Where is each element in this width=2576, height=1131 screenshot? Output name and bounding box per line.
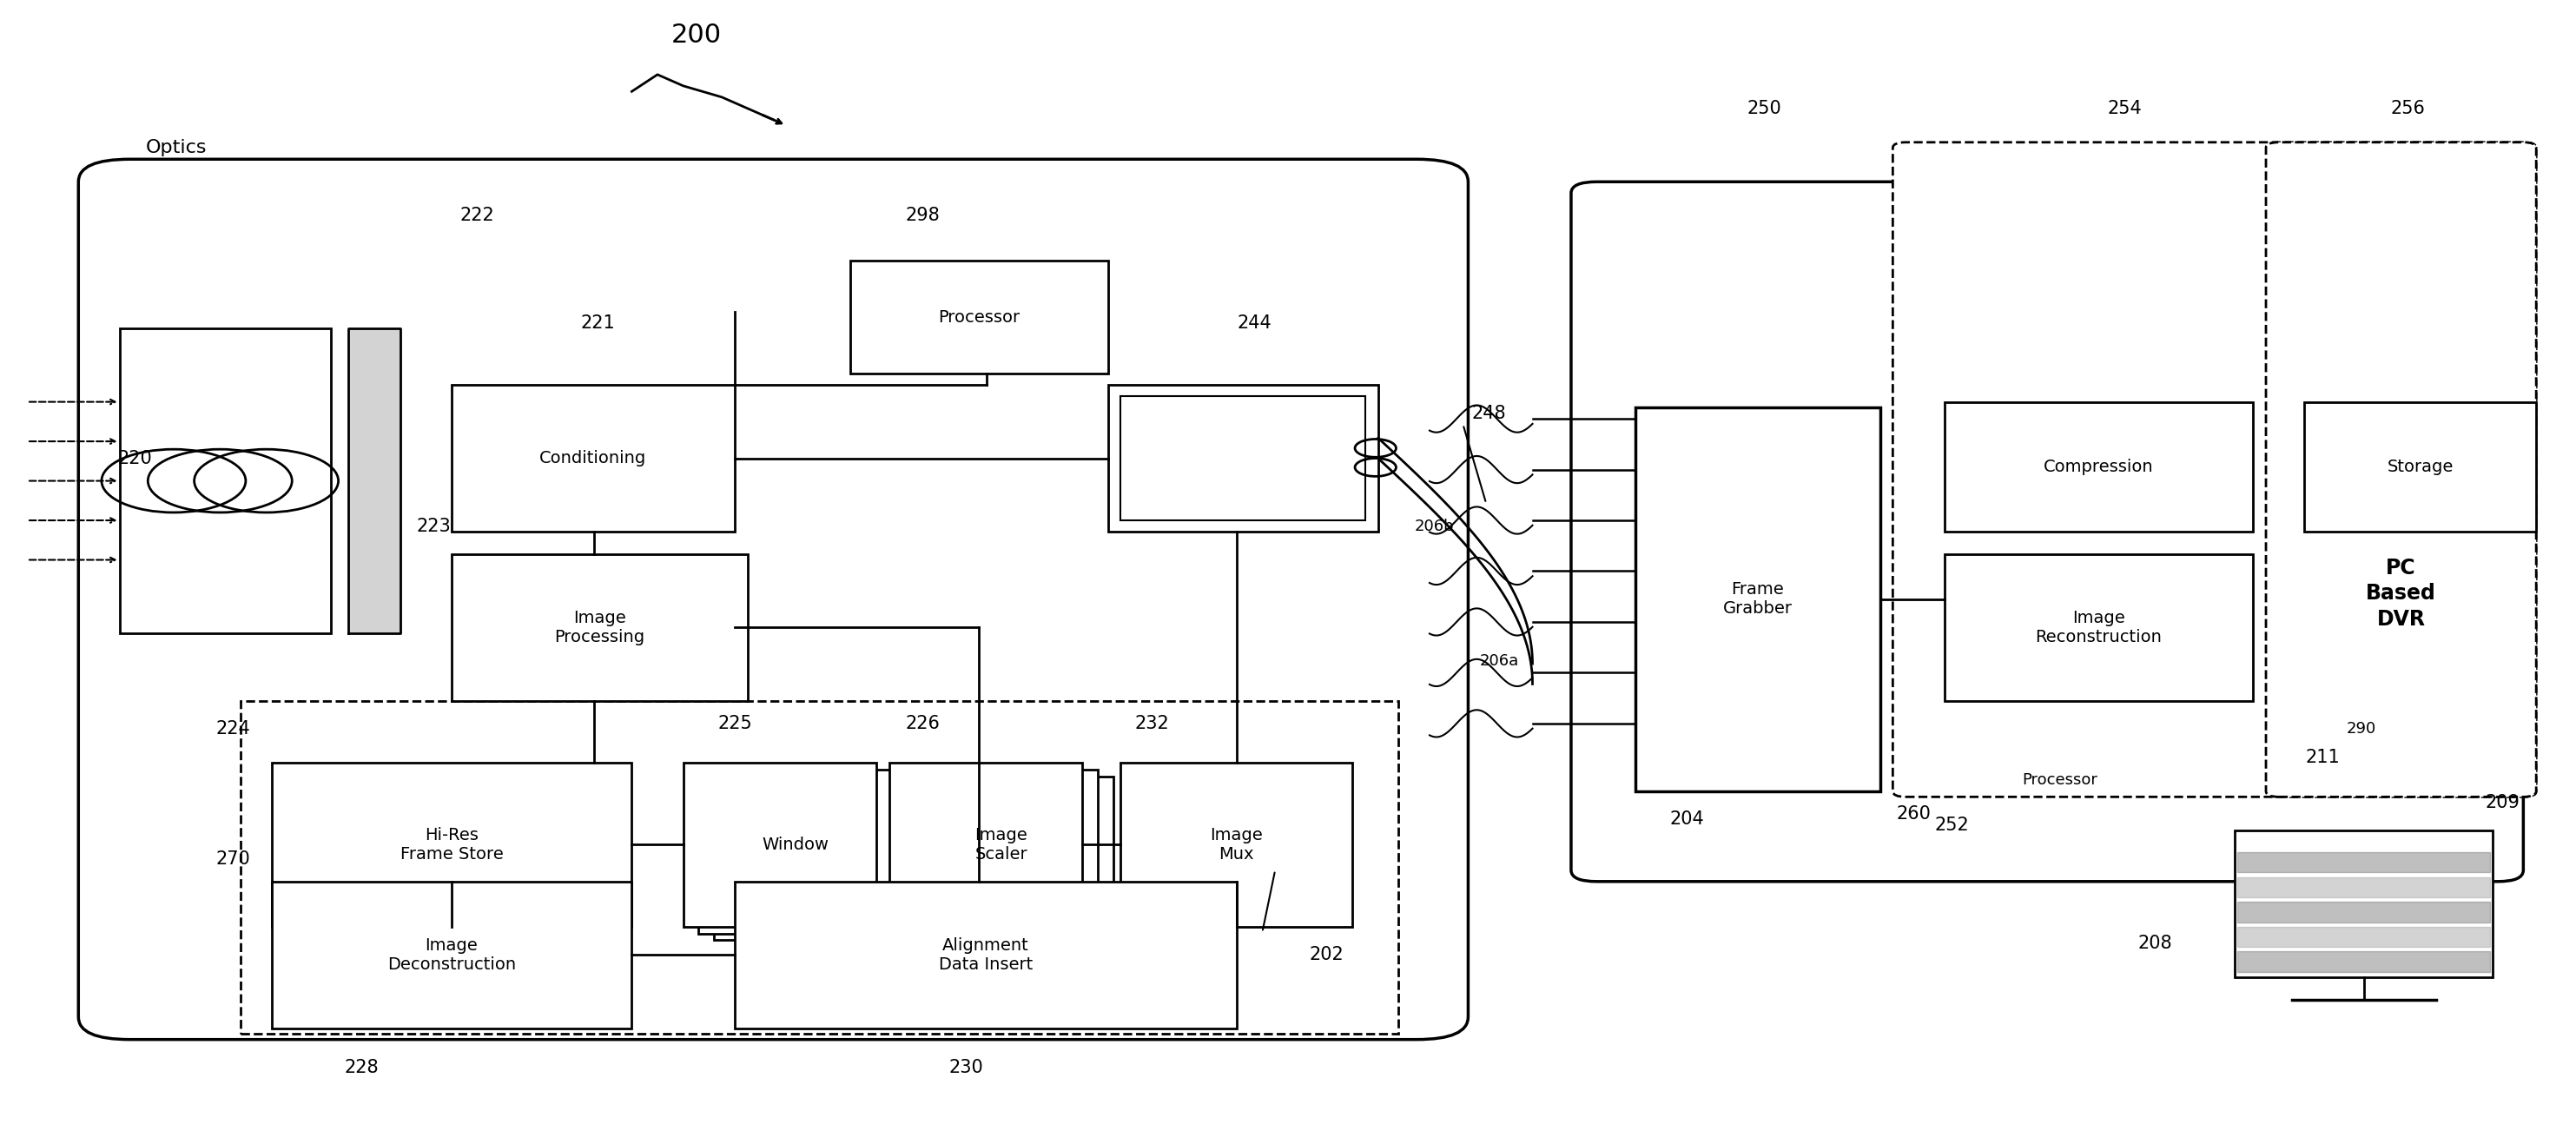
Text: 223: 223 xyxy=(417,517,451,535)
FancyBboxPatch shape xyxy=(1893,143,2537,797)
Text: 226: 226 xyxy=(904,715,940,732)
Bar xyxy=(920,777,1113,940)
Bar xyxy=(451,554,747,701)
Bar xyxy=(683,763,876,926)
Bar xyxy=(698,770,891,933)
Text: 225: 225 xyxy=(719,715,752,732)
Text: 270: 270 xyxy=(216,851,250,867)
FancyBboxPatch shape xyxy=(2267,143,2537,797)
Text: 204: 204 xyxy=(1669,811,1705,828)
Text: Conditioning: Conditioning xyxy=(538,450,647,466)
Text: Image
Scaler: Image Scaler xyxy=(974,827,1028,863)
Text: Frame
Grabber: Frame Grabber xyxy=(1723,581,1793,618)
Text: Image
Mux: Image Mux xyxy=(1211,827,1262,863)
Bar xyxy=(1945,402,2254,532)
Bar xyxy=(734,881,1236,1028)
Bar xyxy=(1121,396,1365,520)
Text: 208: 208 xyxy=(2138,935,2172,952)
Bar xyxy=(1636,407,1880,792)
Text: 252: 252 xyxy=(1935,817,1968,834)
Text: 200: 200 xyxy=(670,23,721,48)
FancyBboxPatch shape xyxy=(1571,182,2524,881)
Text: PC
Based
DVR: PC Based DVR xyxy=(2365,558,2437,630)
Bar xyxy=(889,763,1082,926)
Text: Compression: Compression xyxy=(2043,458,2154,475)
Text: 232: 232 xyxy=(1133,715,1170,732)
Text: 222: 222 xyxy=(461,207,495,224)
Text: Window: Window xyxy=(762,837,829,853)
Text: 220: 220 xyxy=(118,450,152,467)
Text: Conversion: Conversion xyxy=(1195,450,1291,466)
Bar xyxy=(2236,830,2494,977)
Text: 230: 230 xyxy=(948,1059,984,1077)
Bar xyxy=(1108,385,1378,532)
Bar xyxy=(118,328,330,633)
Bar xyxy=(1121,763,1352,926)
Polygon shape xyxy=(2239,877,2491,897)
Polygon shape xyxy=(2239,901,2491,922)
Text: 256: 256 xyxy=(2391,100,2424,118)
Text: 221: 221 xyxy=(582,314,616,331)
Text: 228: 228 xyxy=(345,1059,379,1077)
Text: 206b: 206b xyxy=(1414,518,1455,534)
Polygon shape xyxy=(2239,852,2491,872)
FancyBboxPatch shape xyxy=(77,159,1468,1039)
Text: Optics: Optics xyxy=(147,139,206,156)
Text: 254: 254 xyxy=(2107,100,2141,118)
Bar xyxy=(1945,554,2254,701)
Text: Storage: Storage xyxy=(2388,458,2452,475)
Text: 224: 224 xyxy=(216,720,250,737)
Bar xyxy=(904,770,1097,933)
Text: 209: 209 xyxy=(2486,794,2519,811)
Text: 290: 290 xyxy=(2347,722,2375,737)
Bar xyxy=(270,881,631,1028)
Bar xyxy=(240,701,1399,1034)
Text: Image
Processing: Image Processing xyxy=(554,610,644,646)
Bar xyxy=(714,777,907,940)
Text: Processor: Processor xyxy=(2022,772,2097,788)
Text: 260: 260 xyxy=(1896,805,1929,822)
Text: 206a: 206a xyxy=(1479,654,1520,670)
Text: 250: 250 xyxy=(1747,100,1783,118)
Text: 202: 202 xyxy=(1309,947,1345,964)
Bar xyxy=(451,385,734,532)
Bar xyxy=(2306,402,2537,532)
Text: 248: 248 xyxy=(1471,405,1507,422)
Text: Hi-Res
Frame Store: Hi-Res Frame Store xyxy=(399,827,502,863)
Text: 244: 244 xyxy=(1236,314,1273,331)
Text: Image
Reconstruction: Image Reconstruction xyxy=(2035,610,2161,646)
Text: Alignment
Data Insert: Alignment Data Insert xyxy=(938,938,1033,973)
Polygon shape xyxy=(348,328,399,633)
Bar xyxy=(270,763,631,926)
Polygon shape xyxy=(2239,926,2491,947)
Polygon shape xyxy=(2239,951,2491,972)
Bar xyxy=(850,261,1108,373)
Text: Image
Deconstruction: Image Deconstruction xyxy=(386,938,515,973)
Text: 298: 298 xyxy=(904,207,940,224)
Text: 211: 211 xyxy=(2306,749,2339,766)
Text: Processor: Processor xyxy=(938,309,1020,326)
